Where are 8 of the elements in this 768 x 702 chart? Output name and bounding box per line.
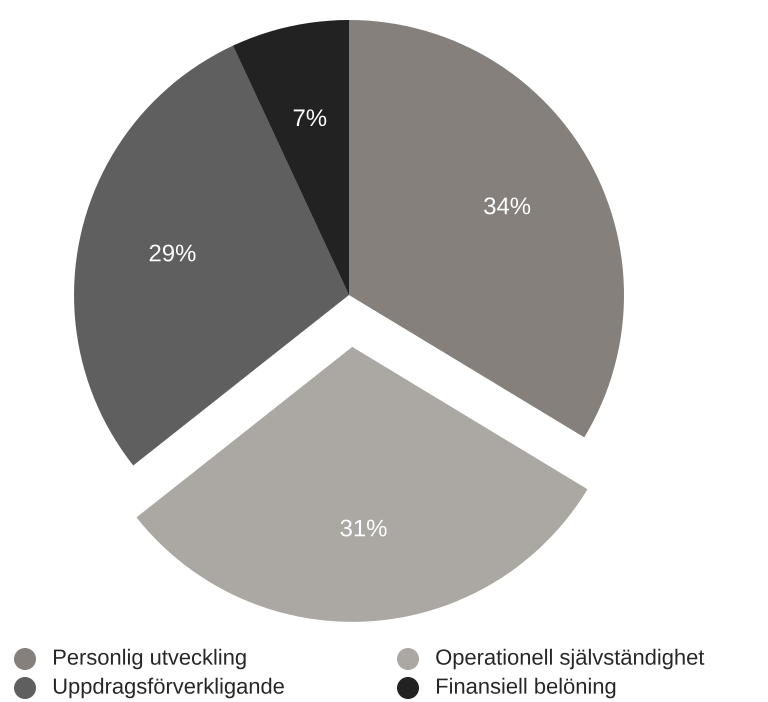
legend-label: Uppdragsförverkligande [54, 678, 284, 698]
legend-label: Operationell självständighet [436, 648, 704, 670]
data-label: 31% [340, 520, 387, 536]
data-label: 7% [294, 109, 326, 126]
data-label: 29% [150, 244, 196, 262]
legend-label: Personlig utveckling [54, 648, 246, 670]
legend-label: Finansiell belöning [437, 678, 616, 698]
data-label: 34% [484, 197, 530, 214]
